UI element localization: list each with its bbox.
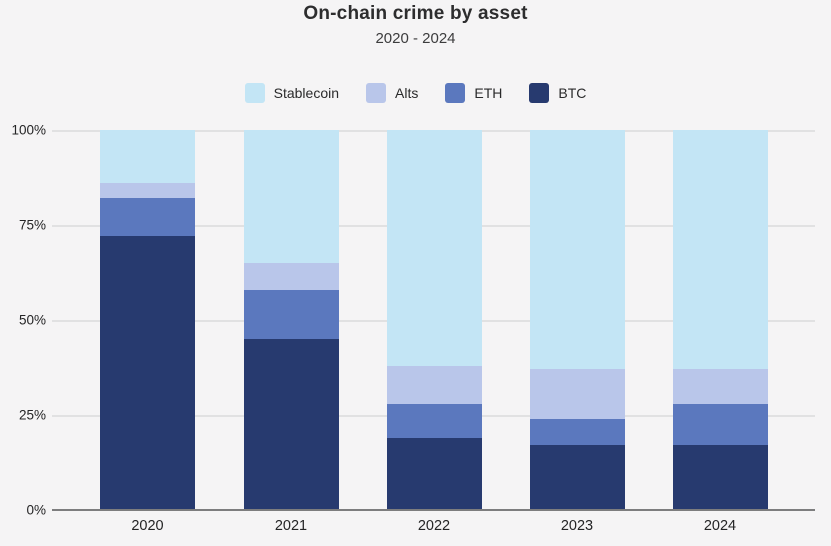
- x-axis-label: 2023: [560, 518, 594, 534]
- legend-label: ETH: [474, 85, 503, 101]
- bar-segment-eth-2020: [100, 198, 195, 237]
- legend-item-eth: ETH: [445, 83, 502, 103]
- x-axis-label: 2020: [131, 518, 164, 534]
- x-axis-label: 2024: [703, 518, 737, 534]
- legend-label: BTC: [558, 85, 587, 101]
- bar-segment-btc-2022: [386, 437, 482, 510]
- y-axis-tick: 75%: [18, 217, 46, 233]
- legend-item-btc: BTC: [529, 83, 586, 103]
- legend-item-alts: Alts: [366, 83, 418, 103]
- x-axis-label: 2022: [417, 518, 451, 534]
- chart-subtitle: 2020 - 2024: [375, 30, 456, 47]
- bar-segment-alts-2021: [243, 263, 339, 290]
- y-axis-tick: 25%: [18, 407, 46, 423]
- bar-segment-alts-2023: [529, 369, 625, 419]
- y-axis-tick: 100%: [11, 122, 46, 138]
- legend-swatch-btc: [529, 83, 550, 103]
- x-axis-line: [52, 509, 815, 511]
- bar-segment-alts-2020: [100, 183, 195, 199]
- bar-segment-eth-2022: [386, 403, 482, 438]
- bar-segment-eth-2021: [243, 289, 339, 339]
- plot-area: [52, 130, 815, 511]
- legend-swatch-alts: [366, 83, 387, 103]
- bar-segment-stablecoin-2021: [243, 130, 339, 263]
- legend: Stablecoin Alts ETH BTC: [0, 83, 831, 103]
- legend-label: Alts: [395, 85, 419, 101]
- bar-segment-btc-2020: [100, 236, 195, 510]
- bar-2022: [386, 130, 482, 510]
- bar-segment-btc-2024: [672, 445, 768, 510]
- legend-label: Stablecoin: [273, 85, 340, 101]
- bar-2020: [100, 130, 195, 510]
- bar-segment-eth-2024: [672, 403, 768, 446]
- bar-2024: [672, 130, 768, 510]
- bar-2023: [529, 130, 625, 510]
- bar-segment-alts-2024: [672, 369, 768, 404]
- bar-segment-eth-2023: [529, 418, 625, 446]
- bar-segment-btc-2021: [243, 338, 339, 510]
- bar-segment-stablecoin-2024: [672, 130, 768, 370]
- chart-title: On-chain crime by asset: [303, 3, 528, 24]
- legend-swatch-eth: [445, 83, 466, 103]
- x-axis-label: 2021: [274, 518, 308, 534]
- bar-segment-btc-2023: [529, 445, 625, 510]
- bar-segment-stablecoin-2022: [386, 130, 482, 366]
- bar-segment-alts-2022: [386, 365, 482, 404]
- bar-segment-stablecoin-2023: [529, 130, 625, 370]
- y-axis-tick: 50%: [18, 312, 46, 328]
- y-axis-tick: 0%: [26, 502, 46, 518]
- legend-swatch-stablecoin: [244, 83, 265, 103]
- bar-segment-stablecoin-2020: [100, 130, 195, 184]
- bar-2021: [243, 130, 339, 510]
- legend-item-stablecoin: Stablecoin: [244, 83, 340, 103]
